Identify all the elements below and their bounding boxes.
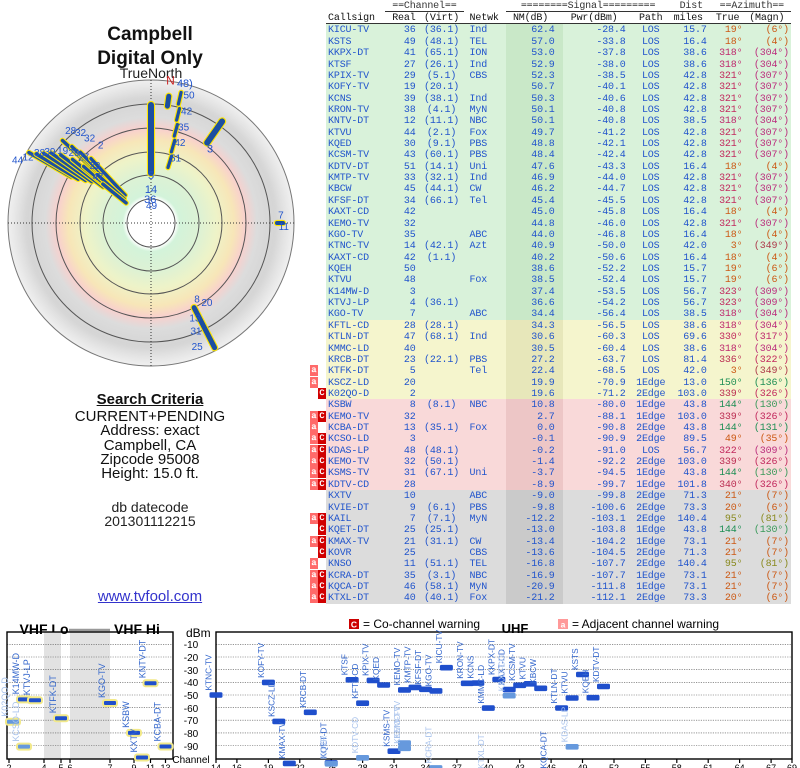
svg-text:-10: -10 — [184, 640, 199, 651]
svg-text:61: 61 — [703, 763, 713, 768]
svg-text:KGO-TV: KGO-TV — [423, 654, 433, 686]
svg-text:2: 2 — [6, 763, 11, 768]
svg-text:KTNC-TV: KTNC-TV — [204, 654, 214, 690]
svg-text:K14MW-D: K14MW-D — [11, 653, 21, 695]
svg-text:UHF: UHF — [502, 621, 529, 636]
svg-text:67: 67 — [766, 763, 776, 768]
svg-text:KGO-TV: KGO-TV — [97, 663, 107, 698]
svg-text:-60: -60 — [184, 704, 199, 715]
svg-text:dBm: dBm — [186, 626, 211, 640]
svg-text:= Adjacent channel warning: = Adjacent channel warning — [572, 617, 719, 631]
svg-text:KTVU: KTVU — [518, 657, 528, 679]
svg-text:64: 64 — [735, 763, 745, 768]
svg-text:KQEH: KQEH — [581, 670, 591, 694]
svg-text:= Co-channel warning: = Co-channel warning — [363, 617, 480, 631]
svg-text:KFTL-CD: KFTL-CD — [350, 664, 360, 699]
svg-text:K02QO-D: K02QO-D — [0, 677, 10, 717]
svg-text:43: 43 — [515, 763, 525, 768]
svg-text:-20: -20 — [184, 653, 199, 664]
svg-text:-30: -30 — [184, 666, 199, 677]
svg-text:-50: -50 — [184, 691, 199, 702]
svg-text:-70: -70 — [184, 716, 199, 727]
svg-text:C: C — [351, 620, 357, 630]
svg-text:9: 9 — [131, 763, 136, 768]
svg-text:KCRA-DT: KCRA-DT — [423, 727, 433, 764]
svg-text:KMAX-TV: KMAX-TV — [277, 722, 287, 759]
svg-text:KSBW: KSBW — [121, 701, 131, 728]
svg-text:KFSF-DT: KFSF-DT — [413, 650, 423, 685]
svg-text:5: 5 — [58, 763, 63, 768]
svg-text:KEMO-TV: KEMO-TV — [392, 647, 402, 685]
svg-text:KBCW: KBCW — [528, 659, 538, 684]
svg-text:KPIX-TV: KPIX-TV — [361, 643, 371, 676]
svg-text:-40: -40 — [184, 678, 199, 689]
svg-text:KTLN-DT: KTLN-DT — [549, 668, 559, 703]
svg-text:4: 4 — [41, 763, 46, 768]
svg-text:KTFK-DT: KTFK-DT — [48, 675, 58, 713]
svg-text:KSMS-TV: KSMS-TV — [382, 709, 392, 746]
svg-text:KCSO-LD: KCSO-LD — [11, 701, 21, 742]
svg-text:7: 7 — [107, 763, 112, 768]
svg-text:KDAS-LP: KDAS-LP — [560, 706, 570, 742]
svg-text:KAXT-CD: KAXT-CD — [497, 655, 507, 691]
svg-text:KRCB-DT: KRCB-DT — [298, 671, 308, 708]
svg-text:KOFY-TV: KOFY-TV — [256, 642, 266, 678]
svg-text:16: 16 — [232, 763, 242, 768]
svg-text:KQCA-DT: KQCA-DT — [539, 731, 549, 768]
svg-text:58: 58 — [672, 763, 682, 768]
svg-text:KSCZ-LD: KSCZ-LD — [266, 681, 276, 717]
svg-text:31: 31 — [389, 763, 399, 768]
svg-text:KICU-TV: KICU-TV — [434, 630, 444, 664]
svg-text:37: 37 — [452, 763, 462, 768]
svg-text:69: 69 — [787, 763, 797, 768]
svg-text:6: 6 — [67, 763, 72, 768]
svg-text:KTVJ-LP: KTVJ-LP — [22, 659, 32, 695]
svg-text:KOVR: KOVR — [319, 736, 329, 760]
svg-text:22: 22 — [295, 763, 305, 768]
svg-text:52: 52 — [609, 763, 619, 768]
svg-text:KCSM-TV: KCSM-TV — [507, 643, 517, 681]
svg-text:KNTV-DT: KNTV-DT — [138, 639, 148, 678]
svg-text:KTSF: KTSF — [340, 654, 350, 675]
svg-text:KDTV-CD: KDTV-CD — [350, 717, 360, 753]
svg-text:KDTV-DT: KDTV-DT — [591, 647, 601, 683]
svg-text:KSTS: KSTS — [570, 648, 580, 670]
svg-text:KMTP-TV: KMTP-TV — [403, 646, 413, 683]
svg-text:Channel: Channel — [172, 755, 209, 766]
svg-text:-90: -90 — [184, 742, 199, 753]
svg-text:28: 28 — [358, 763, 368, 768]
svg-text:KKPX-DT: KKPX-DT — [486, 639, 496, 675]
svg-text:KMMC-LD: KMMC-LD — [476, 665, 486, 704]
svg-text:VHF Hi: VHF Hi — [114, 621, 160, 637]
svg-text:KRON-TV: KRON-TV — [455, 641, 465, 679]
svg-text:-80: -80 — [184, 729, 199, 740]
svg-text:KEMO-TV: KEMO-TV — [392, 706, 402, 744]
svg-text:a: a — [561, 620, 566, 630]
svg-text:KXTV: KXTV — [129, 729, 139, 753]
svg-text:49: 49 — [577, 763, 587, 768]
svg-text:KQED: KQED — [371, 657, 381, 681]
svg-text:KTXL-DT: KTXL-DT — [476, 734, 486, 768]
svg-text:KCNS: KCNS — [465, 655, 475, 679]
svg-text:19: 19 — [263, 763, 273, 768]
svg-text:KTVU: KTVU — [560, 671, 570, 693]
svg-text:14: 14 — [211, 763, 221, 768]
svg-text:55: 55 — [640, 763, 650, 768]
svg-text:13: 13 — [160, 763, 170, 768]
svg-text:11: 11 — [146, 763, 155, 768]
svg-text:KCBA-DT: KCBA-DT — [153, 701, 163, 741]
